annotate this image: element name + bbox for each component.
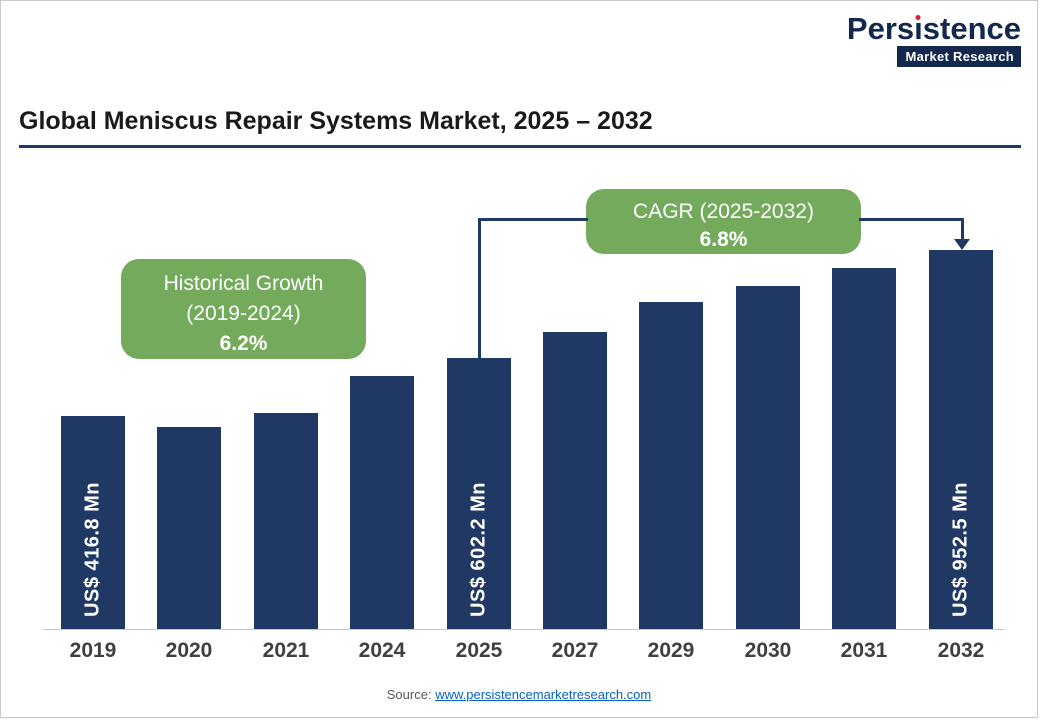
x-axis-label-2024: 2024 bbox=[358, 639, 406, 662]
x-axis-label-2031: 2031 bbox=[840, 639, 888, 662]
historical-growth-callout: Historical Growth (2019-2024) 6.2% bbox=[121, 259, 366, 359]
logo-red-dot-i: ı bbox=[914, 11, 923, 46]
bar-2021 bbox=[254, 413, 318, 629]
x-axis-line bbox=[43, 629, 1005, 630]
x-axis-label-2032: 2032 bbox=[937, 639, 985, 662]
bar-value-label-2025: US$ 602.2 Mn bbox=[467, 482, 490, 617]
connector-horizontal-left bbox=[478, 218, 588, 221]
logo-tagline: Market Research bbox=[897, 46, 1021, 67]
connector-arrowhead-icon bbox=[954, 239, 970, 250]
historical-growth-value: 6.2% bbox=[219, 331, 268, 355]
bar-2032: US$ 952.5 Mn bbox=[929, 250, 993, 629]
bar-value-label-2032: US$ 952.5 Mn bbox=[949, 482, 972, 617]
x-axis-label-2025: 2025 bbox=[455, 639, 503, 662]
bar-2031 bbox=[832, 268, 896, 629]
persistence-market-research-logo: Persıstence Market Research bbox=[847, 13, 1021, 67]
bar-2030 bbox=[736, 286, 800, 629]
logo-brand-text: Persıstence bbox=[847, 13, 1021, 44]
bar-2027 bbox=[543, 332, 607, 629]
cagr-value: 6.8% bbox=[699, 228, 748, 252]
cagr-callout: CAGR (2025-2032) 6.8% bbox=[586, 189, 861, 254]
source-label: Source: bbox=[386, 687, 432, 702]
historical-growth-line2: (2019-2024) bbox=[186, 301, 301, 325]
x-axis-label-2019: 2019 bbox=[69, 639, 117, 662]
x-axis-label-2020: 2020 bbox=[165, 639, 213, 662]
bar-value-label-2019: US$ 416.8 Mn bbox=[81, 482, 104, 617]
logo-brand-post: stence bbox=[922, 11, 1021, 46]
bar-2029 bbox=[639, 302, 703, 629]
x-axis-label-2021: 2021 bbox=[262, 639, 310, 662]
bar-2019: US$ 416.8 Mn bbox=[61, 416, 125, 629]
connector-vertical-2032 bbox=[961, 218, 964, 240]
source-link[interactable]: www.persistencemarketresearch.com bbox=[435, 687, 652, 702]
logo-brand-pre: Pers bbox=[846, 11, 915, 46]
chart-title: Global Meniscus Repair Systems Market, 2… bbox=[19, 107, 653, 135]
connector-vertical-2025 bbox=[478, 218, 481, 358]
bar-2024 bbox=[350, 376, 414, 629]
source-line: Source: www.persistencemarketresearch.co… bbox=[1, 687, 1037, 702]
connector-horizontal-right bbox=[859, 218, 964, 221]
cagr-label: CAGR (2025-2032) bbox=[633, 200, 814, 223]
title-underline bbox=[19, 145, 1021, 148]
x-axis-label-2030: 2030 bbox=[744, 639, 792, 662]
x-axis-label-2027: 2027 bbox=[551, 639, 599, 662]
historical-growth-line1: Historical Growth bbox=[163, 272, 324, 295]
bar-2025: US$ 602.2 Mn bbox=[447, 358, 511, 629]
x-axis-label-2029: 2029 bbox=[647, 639, 695, 662]
bar-2020 bbox=[157, 427, 221, 629]
